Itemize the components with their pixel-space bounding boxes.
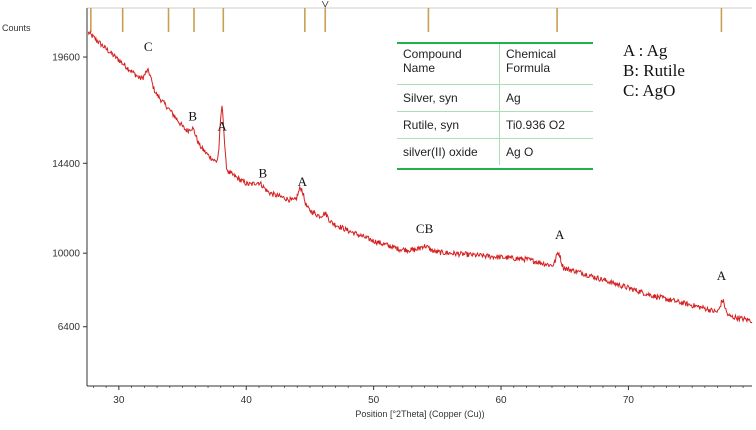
y-axis-title: Counts — [2, 23, 31, 33]
legend-line-b: B: Rutile — [623, 61, 685, 80]
table-row: silver(II) oxide Ag O — [397, 138, 593, 165]
table-cell: Silver, syn — [397, 84, 500, 112]
y-tick-label: 14400 — [52, 159, 80, 170]
x-tick-label: 40 — [241, 395, 253, 406]
x-tick-label: 30 — [113, 395, 125, 406]
peak-label: A — [555, 227, 565, 242]
y-tick-label: 19600 — [52, 53, 80, 64]
table-cell: Rutile, syn — [397, 111, 500, 139]
phase-legend: A : Ag B: Rutile C: AgO — [623, 41, 685, 101]
legend-line-a: A : Ag — [623, 41, 668, 60]
table-cell: silver(II) oxide — [397, 138, 500, 165]
peak-label: B — [258, 166, 267, 181]
peak-label: C — [144, 39, 153, 54]
y-tick-label: 6400 — [58, 322, 81, 333]
cursor-marker-icon — [321, 0, 329, 8]
header-chemical-formula: Chemical Formula — [499, 44, 593, 85]
legend-line-c: C: AgO — [623, 81, 676, 100]
table-header-row: Compound Name Chemical Formula — [397, 44, 593, 85]
x-tick-label: 60 — [495, 395, 507, 406]
peak-label: CB — [416, 221, 434, 236]
peak-label: B — [188, 108, 197, 123]
peak-label: A — [717, 268, 727, 283]
table-row: Rutile, syn Ti0.936 O2 — [397, 111, 593, 139]
xrd-series-line — [87, 30, 753, 324]
x-tick-label: 50 — [368, 395, 380, 406]
table-cell: Ag O — [506, 145, 534, 159]
y-tick-label: 10000 — [52, 249, 80, 260]
table-cell: Ti0.936 O2 — [499, 111, 593, 139]
peak-label: A — [298, 174, 308, 189]
table-row: Silver, syn Ag — [397, 84, 593, 112]
header-compound-name: Compound Name — [397, 44, 500, 85]
table-cell: Ag — [499, 84, 593, 112]
peak-label: A — [217, 119, 227, 134]
x-tick-label: 70 — [623, 395, 635, 406]
x-axis-title: Position [°2Theta] (Copper (Cu)) — [355, 409, 484, 419]
compound-table: Compound Name Chemical Formula Silver, syn… — [397, 42, 593, 170]
